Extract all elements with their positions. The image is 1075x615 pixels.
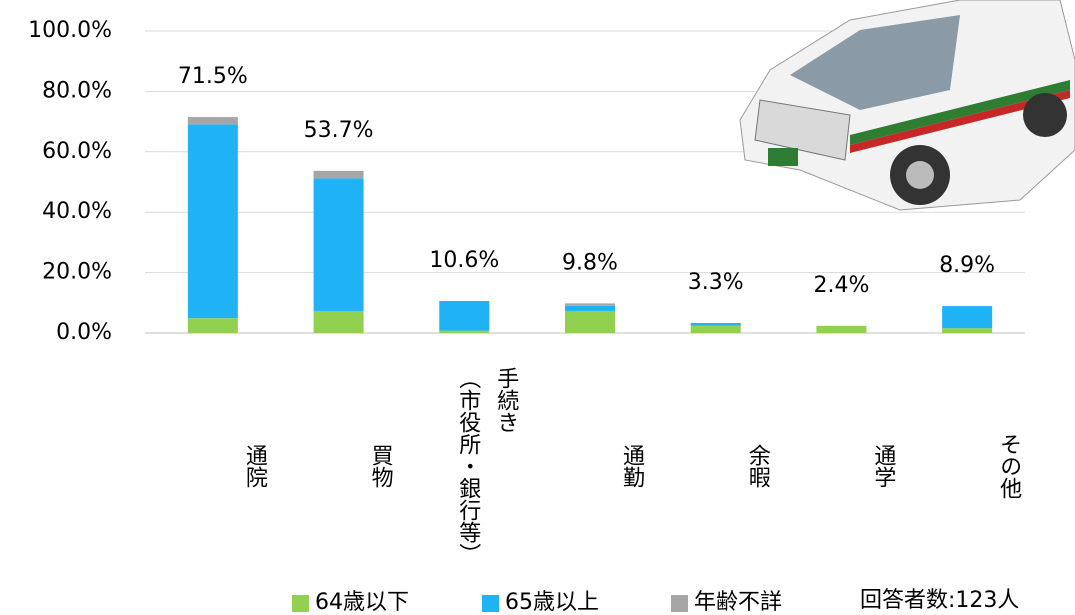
x-tick-label: 通学 (870, 444, 896, 488)
y-tick-label: 100.0% (28, 18, 112, 43)
value-label: 10.6% (429, 248, 499, 273)
legend-swatch (292, 595, 309, 612)
value-label: 71.5% (178, 64, 248, 89)
x-tick-label: 買物 (367, 444, 393, 488)
value-label: 9.8% (562, 250, 618, 275)
bar-segment (313, 310, 364, 333)
legend-label: 64歳以下 (315, 590, 409, 615)
x-tick-label: その他 (996, 433, 1022, 499)
x-tick-label: 手続き （市役所・銀行等） (455, 367, 519, 565)
x-tick-label: 余暇 (744, 444, 770, 488)
bar-segment (565, 305, 615, 311)
x-tick-label-box: 余暇 (744, 444, 770, 488)
bar-segment (313, 178, 364, 311)
legend-swatch (671, 595, 688, 612)
x-tick-label-box: 買物 (367, 444, 393, 488)
legend-label: 年齢不詳 (694, 590, 782, 615)
bar-segment (565, 303, 615, 306)
bar-segment (439, 330, 490, 333)
value-label: 3.3% (688, 270, 744, 295)
bar-segment (313, 170, 364, 179)
plot: 0.0% 20.0% 40.0% 60.0% 80.0% 100.0% 71.5% 通院 53.… (28, 18, 1025, 615)
bar-segment (187, 117, 238, 125)
bar-segment (942, 328, 993, 333)
y-tick-label: 20.0% (42, 260, 112, 285)
legend-label: 65歳以上 (505, 590, 599, 615)
y-tick-label: 80.0% (42, 78, 112, 103)
bar-segment (816, 325, 867, 333)
y-tick-label: 60.0% (42, 139, 112, 164)
value-label: 2.4% (813, 273, 869, 298)
value-label: 53.7% (304, 118, 374, 143)
bar-segment (565, 310, 615, 333)
x-tick-label-box: 手続き （市役所・銀行等） (455, 367, 519, 565)
x-tick-label-box: 通勤 (619, 444, 644, 488)
y-tick-label: 0.0% (56, 320, 112, 345)
bar-segment (690, 323, 741, 326)
bar-segment (187, 318, 238, 333)
value-label: 8.9% (939, 253, 995, 278)
bar-segment (690, 325, 741, 333)
bar-segment (439, 300, 490, 331)
x-tick-label-box: 通院 (241, 444, 267, 488)
bar-segment (942, 306, 993, 329)
x-tick-label: 通勤 (619, 444, 644, 488)
x-tick-label-box: 通学 (870, 444, 896, 488)
x-tick-label: 通院 (241, 444, 267, 488)
y-tick-label: 40.0% (42, 199, 112, 224)
bar-segment (187, 124, 238, 319)
note: 回答者数:123人 (860, 588, 1019, 613)
legend-swatch (482, 595, 499, 612)
x-tick-label-box: その他 (996, 433, 1022, 499)
taxi-illustration (739, 0, 1075, 211)
